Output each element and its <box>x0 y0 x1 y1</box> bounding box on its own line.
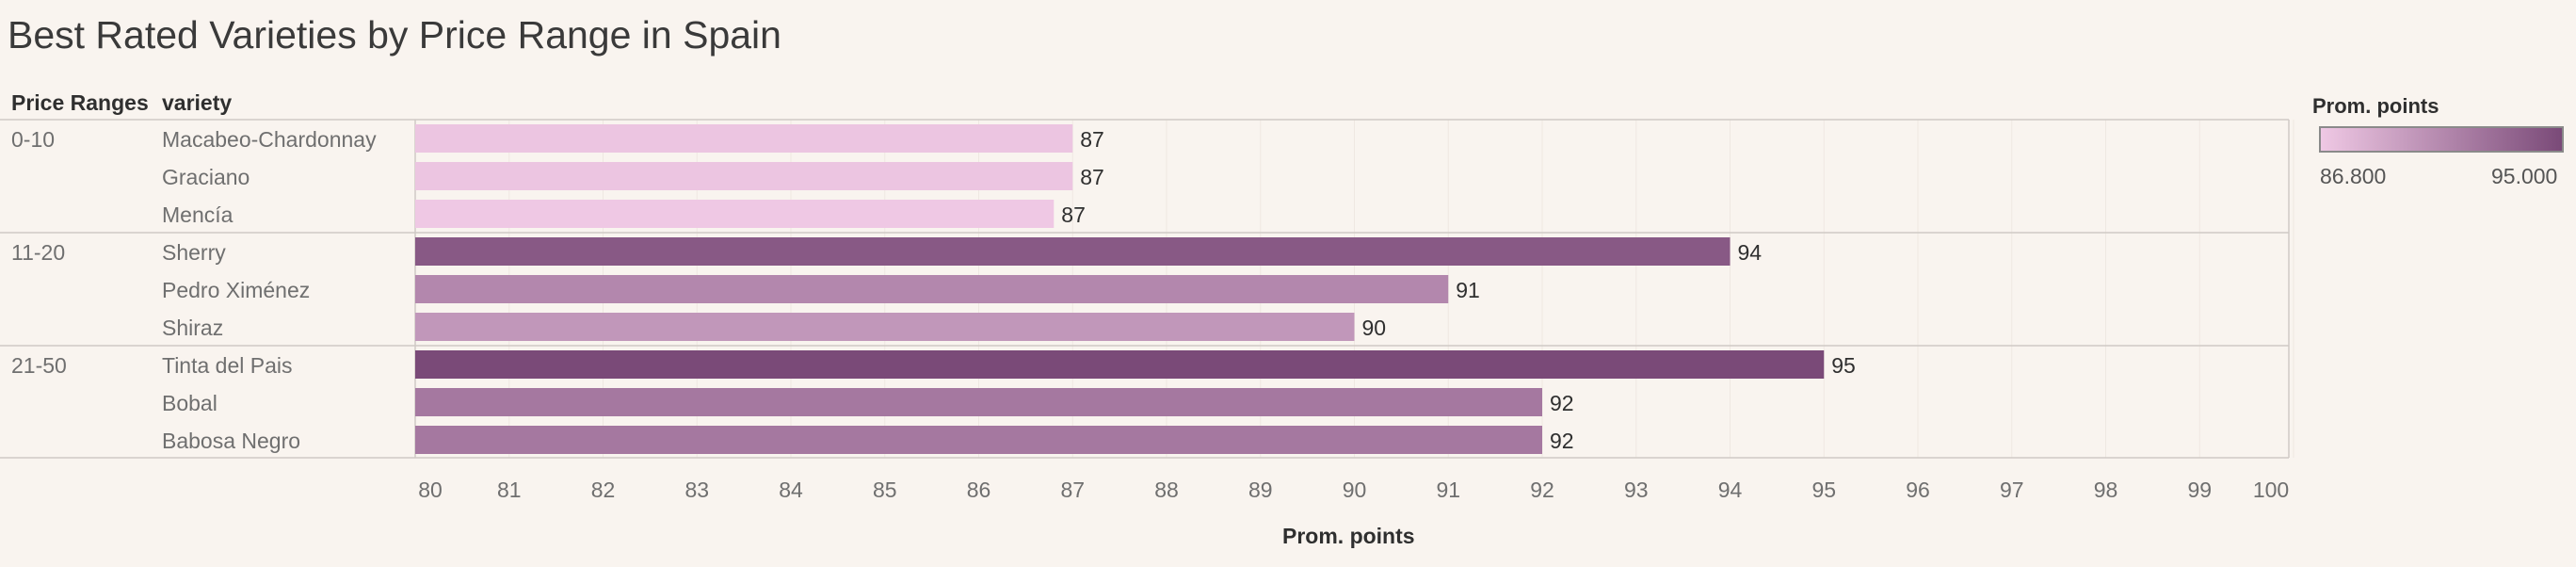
variety-label: Pedro Ximénez <box>162 278 310 302</box>
x-tick-label: 96 <box>1906 478 1930 502</box>
bar <box>415 426 1542 454</box>
price-range-label: 21-50 <box>11 353 67 378</box>
chart-title: Best Rated Varieties by Price Range in S… <box>8 13 781 57</box>
variety-header: variety <box>162 90 233 115</box>
variety-label: Graciano <box>162 165 250 189</box>
bar-value-label: 94 <box>1738 240 1763 265</box>
bar <box>415 124 1073 153</box>
bar <box>415 200 1055 228</box>
x-tick-label: 90 <box>1343 478 1367 502</box>
variety-label: Sherry <box>162 240 226 265</box>
variety-label: Tinta del Pais <box>162 353 293 378</box>
bar-value-label: 92 <box>1550 429 1574 453</box>
x-tick-label: 85 <box>873 478 897 502</box>
price-ranges-header: Price Ranges <box>11 90 149 115</box>
x-tick-label: 93 <box>1624 478 1649 502</box>
variety-label: Bobal <box>162 391 217 415</box>
bar-chart: 0-10 Macabeo-Chardonnay 87 Graciano 87 Mencía… <box>0 119 2294 502</box>
x-axis-title: Prom. points <box>1282 524 1415 548</box>
bar-value-label: 95 <box>1831 353 1856 378</box>
legend-max-label: 95.000 <box>2491 164 2558 188</box>
x-tick-label: 100 <box>2253 478 2289 502</box>
bar-value-label: 87 <box>1061 202 1086 227</box>
bar-value-label: 92 <box>1550 391 1574 415</box>
x-tick-label: 92 <box>1530 478 1554 502</box>
variety-label: Babosa Negro <box>162 429 300 453</box>
color-legend-gradient <box>2319 126 2564 153</box>
variety-label: Shiraz <box>162 316 223 340</box>
bar-value-label: 87 <box>1080 165 1104 189</box>
price-range-label: 0-10 <box>11 127 55 152</box>
legend-min-label: 86.800 <box>2320 164 2387 188</box>
x-tick-label: 98 <box>2094 478 2118 502</box>
variety-label: Mencía <box>162 202 233 227</box>
x-tick-label: 86 <box>967 478 991 502</box>
x-tick-label: 99 <box>2187 478 2212 502</box>
x-tick-label: 83 <box>684 478 709 502</box>
x-tick-label: 91 <box>1436 478 1460 502</box>
bar <box>415 275 1449 303</box>
x-tick-label: 82 <box>591 478 616 502</box>
x-tick-label: 87 <box>1060 478 1085 502</box>
bar <box>415 162 1073 190</box>
bar <box>415 388 1542 416</box>
x-tick-label: 81 <box>497 478 522 502</box>
x-tick-label: 94 <box>1718 478 1743 502</box>
bar <box>415 350 1825 379</box>
price-range-label: 11-20 <box>11 240 65 265</box>
x-tick-label: 97 <box>2000 478 2024 502</box>
bar-value-label: 91 <box>1456 278 1480 302</box>
bar-value-label: 90 <box>1362 316 1387 340</box>
legend-title: Prom. points <box>2312 94 2439 118</box>
x-tick-label: 95 <box>1811 478 1836 502</box>
bar <box>415 313 1355 341</box>
bar-value-label: 87 <box>1080 127 1104 152</box>
x-tick-label: 84 <box>779 478 803 502</box>
x-tick-label: 88 <box>1154 478 1179 502</box>
variety-label: Macabeo-Chardonnay <box>162 127 377 152</box>
bar <box>415 237 1731 266</box>
x-tick-label: 80 <box>418 478 443 502</box>
x-tick-label: 89 <box>1248 478 1273 502</box>
